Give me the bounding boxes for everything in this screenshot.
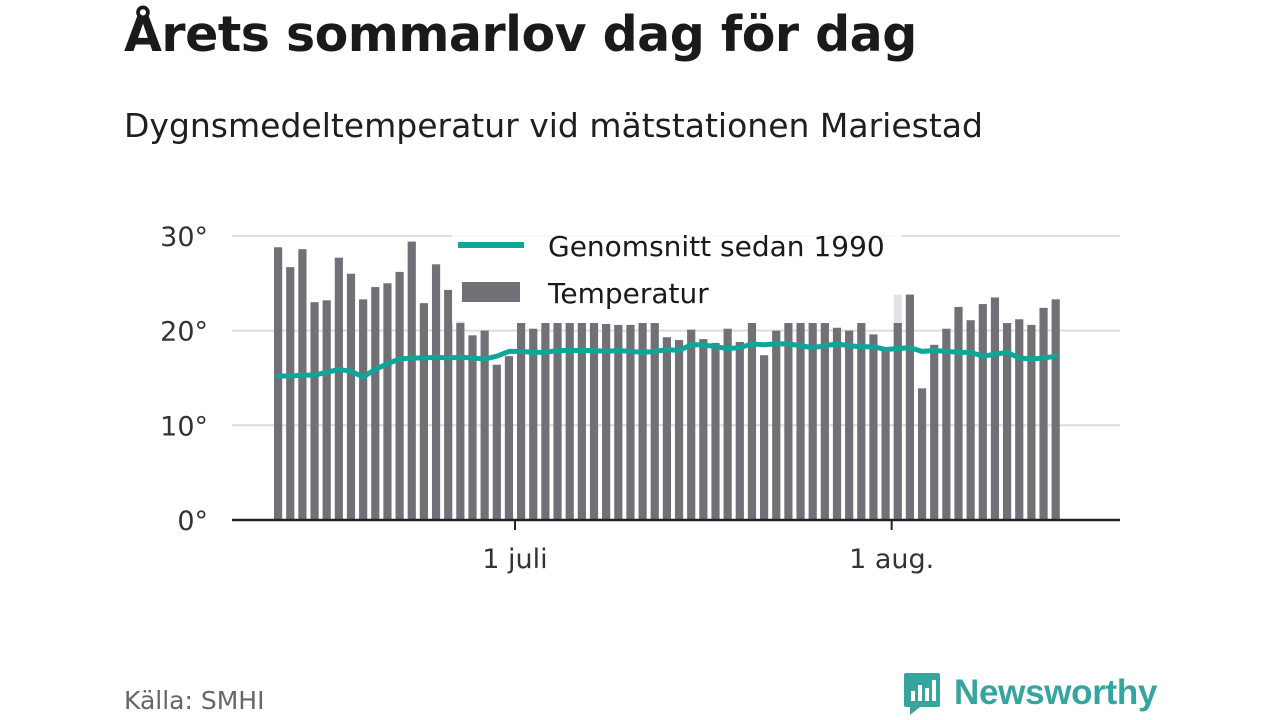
temperature-bar — [674, 340, 684, 520]
temperature-bar — [517, 323, 526, 520]
temperature-bar — [395, 271, 404, 520]
temperature-bar — [626, 324, 635, 520]
y-tick-label: 10° — [160, 411, 208, 442]
temperature-bar — [711, 342, 720, 520]
x-tick-label: 1 aug. — [849, 544, 934, 575]
temperature-bar — [334, 257, 343, 520]
temperature-bar — [699, 339, 708, 520]
temperature-bar — [869, 334, 878, 520]
average-line-path — [275, 341, 1059, 380]
chart-subtitle: Dygnsmedeltemperatur vid mätstationen Ma… — [124, 106, 983, 145]
temperature-bar — [553, 323, 562, 520]
temperature-bar — [298, 249, 307, 520]
temperature-bar — [772, 330, 781, 520]
temperature-bar — [456, 321, 465, 520]
temperature-chart: 0° 10° 20° 30° 1 juli 1 aug. Genomsnitt seda… — [160, 222, 1120, 575]
temperature-bar — [723, 328, 732, 520]
temperature-bar — [322, 300, 331, 520]
y-tick-label: 20° — [160, 317, 208, 348]
temperature-bar — [1051, 299, 1060, 520]
temperature-bar — [468, 335, 477, 520]
temperature-bar — [1027, 324, 1036, 520]
temperature-bar — [966, 320, 975, 520]
temperature-bar — [820, 323, 829, 520]
temperature-bar — [917, 388, 927, 520]
legend-temperature-label: Temperatur — [547, 277, 709, 310]
temperature-bar — [359, 299, 368, 520]
temperature-bar — [857, 323, 866, 520]
temperature-bar — [687, 329, 696, 520]
temperature-bar — [1039, 307, 1048, 520]
temperature-bar — [371, 287, 380, 520]
temperature-bar — [346, 273, 356, 520]
legend-background — [452, 223, 902, 323]
temperature-bar — [286, 267, 295, 520]
temperature-bar — [796, 323, 805, 520]
temperature-bar — [1003, 323, 1012, 520]
temperature-bar — [1015, 319, 1024, 520]
newsworthy-chat-bar-icon — [904, 673, 940, 715]
temperature-bar — [954, 306, 963, 520]
temperature-bar — [747, 323, 757, 520]
temperature-bar — [492, 364, 501, 520]
average-line — [275, 341, 1059, 380]
temperature-bar — [565, 323, 574, 520]
temperature-bar — [905, 294, 914, 520]
temperature-bar — [444, 289, 453, 520]
temperature-bar — [541, 323, 550, 520]
y-tick-label: 30° — [160, 222, 208, 253]
y-tick-label: 0° — [177, 506, 208, 537]
newsworthy-logo[interactable]: Newsworthy — [902, 668, 1157, 718]
temperature-bar — [383, 283, 392, 520]
x-tick-label: 1 juli — [482, 544, 547, 575]
chart-title: Årets sommarlov dag för dag — [124, 6, 917, 63]
temperature-bar — [978, 304, 987, 520]
temperature-bar — [930, 344, 939, 520]
temperature-bar — [274, 247, 283, 520]
legend: Genomsnitt sedan 1990 Temperatur — [452, 223, 902, 323]
temperature-bar — [480, 330, 489, 520]
temperature-bar — [419, 303, 428, 520]
temperature-bar — [431, 264, 441, 520]
temperature-bar — [638, 323, 647, 520]
legend-bar-swatch — [462, 282, 520, 302]
y-axis-labels: 0° 10° 20° 30° — [160, 222, 208, 537]
temperature-bar — [589, 323, 599, 520]
source-note: Källa: SMHI — [124, 686, 265, 715]
temperature-bar — [845, 330, 854, 520]
temperature-bar — [614, 324, 623, 520]
brand-name: Newsworthy — [954, 673, 1158, 712]
temperature-bar — [990, 297, 1000, 520]
temperature-bar — [529, 328, 538, 520]
temperature-bar — [310, 302, 319, 520]
temperature-bar — [784, 323, 793, 520]
temperature-bar — [407, 241, 416, 520]
temperature-bar — [942, 328, 951, 520]
temperature-bar — [602, 323, 611, 520]
temperature-bars — [274, 241, 1060, 520]
temperature-bar — [577, 323, 586, 520]
x-axis: 1 juli 1 aug. — [232, 518, 1120, 575]
temperature-bar — [881, 349, 890, 520]
temperature-bar — [760, 355, 769, 520]
temperature-bar — [662, 337, 671, 520]
temperature-bar — [650, 323, 659, 520]
temperature-bar — [832, 327, 842, 520]
temperature-bar — [735, 341, 744, 520]
temperature-bar — [504, 356, 514, 520]
temperature-bar — [808, 323, 817, 520]
temperature-bar — [893, 294, 902, 520]
legend-average-label: Genomsnitt sedan 1990 — [548, 230, 885, 263]
